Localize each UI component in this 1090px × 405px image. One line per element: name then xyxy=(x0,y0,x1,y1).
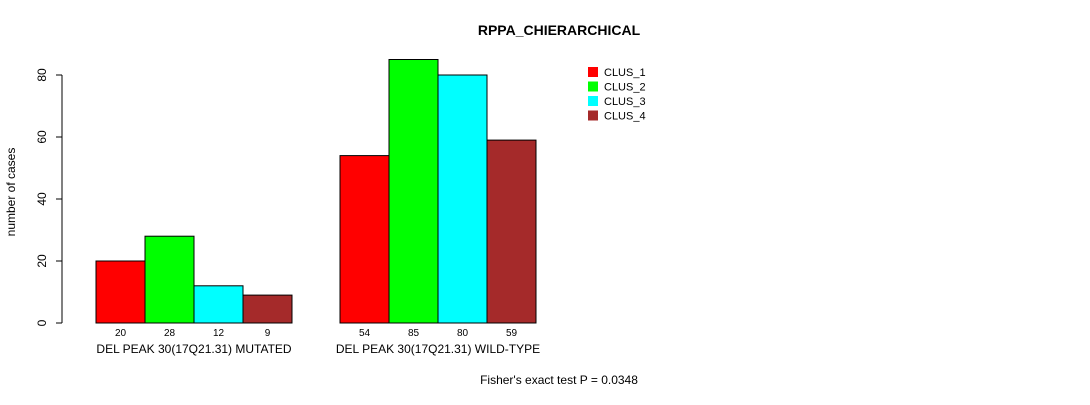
legend-swatch-clus-4 xyxy=(588,110,598,121)
legend-swatch-clus-1 xyxy=(588,67,598,77)
bar-count-label: 9 xyxy=(265,328,271,339)
y-tick-label: 40 xyxy=(35,192,49,206)
legend-swatch-clus-3 xyxy=(588,96,598,106)
bar-count-label: 80 xyxy=(457,328,469,339)
y-axis: 0 20 40 60 80 xyxy=(35,68,63,326)
legend-label-clus-2: CLUS_2 xyxy=(604,82,646,94)
bar-clus-2-group-2 xyxy=(388,59,439,324)
legend-label-clus-4: CLUS_4 xyxy=(604,111,646,123)
bar-count-label: 12 xyxy=(213,328,225,339)
y-tick-label: 60 xyxy=(35,130,49,144)
bar-clus-2-group-1 xyxy=(144,235,195,324)
legend-label-clus-1: CLUS_1 xyxy=(604,67,646,79)
bar-count-label: 20 xyxy=(115,328,127,339)
legend-swatch-clus-2 xyxy=(588,81,598,92)
bar-count-label: 28 xyxy=(164,328,176,339)
bar-clus-3-group-2 xyxy=(437,74,488,324)
chart-title: RPPA_CHIERARCHICAL xyxy=(478,22,641,38)
bar-count-label: 59 xyxy=(506,328,518,339)
bar-count-label: 85 xyxy=(408,328,420,339)
fisher-test-annotation: Fisher's exact test P = 0.0348 xyxy=(480,373,638,387)
category-label-1: DEL PEAK 30(17Q21.31) MUTATED xyxy=(96,342,292,356)
bars-layer xyxy=(95,59,537,324)
bar-clus-1-group-1 xyxy=(95,260,146,324)
category-label-2: DEL PEAK 30(17Q21.31) WILD-TYPE xyxy=(336,342,540,356)
y-tick-label: 80 xyxy=(35,68,49,82)
bar-clus-4-group-1 xyxy=(242,294,293,324)
bar-count-label: 54 xyxy=(359,328,371,339)
legend: CLUS_1 CLUS_2 CLUS_3 CLUS_4 xyxy=(588,67,646,123)
y-tick-label: 20 xyxy=(35,254,49,268)
y-tick-label: 0 xyxy=(35,319,49,326)
bar-clus-4-group-2 xyxy=(486,139,537,324)
legend-label-clus-3: CLUS_3 xyxy=(604,96,646,108)
bar-clus-3-group-1 xyxy=(193,285,244,324)
group-labels-layer: DEL PEAK 30(17Q21.31) MUTATED DEL PEAK 30… xyxy=(96,342,540,356)
y-axis-label: number of cases xyxy=(4,148,18,237)
bar-clus-1-group-2 xyxy=(339,155,390,324)
count-labels-layer: 20 28 12 9 54 85 80 59 xyxy=(115,328,518,339)
